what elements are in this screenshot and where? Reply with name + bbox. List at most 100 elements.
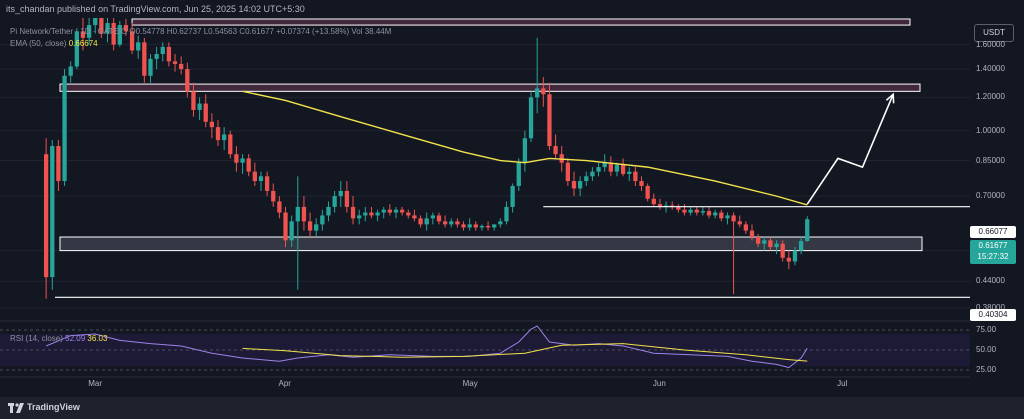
candle [467,218,472,231]
candle [620,158,626,177]
ema-line [242,90,808,206]
rsi-label: RSI (14, close) [10,334,63,343]
candle [240,154,245,174]
projection-arrow-head [885,92,895,104]
candle-body [68,66,73,76]
zone-support [59,236,923,252]
publisher-text: its_chandan published on TradingView.com… [6,4,305,14]
candle-body [725,215,730,219]
candle-body [553,146,558,155]
candle [633,167,638,186]
candle [713,209,718,219]
candle-body [516,162,521,186]
candle [221,127,227,151]
candle-body [375,212,380,216]
candle-body [780,243,785,258]
candle-body [768,240,773,248]
rsi-ma-value: 36.03 [87,334,108,343]
candle [160,42,165,62]
candle-body [424,218,429,225]
candle-body [332,196,337,207]
candle-body [363,212,368,216]
zone-resistance [59,83,921,92]
candle [289,215,294,248]
candle-body [762,240,767,244]
price-chart[interactable] [0,18,1024,397]
candle-body [154,54,159,59]
candle-body [719,212,724,219]
projection-arrow [806,93,894,205]
symbol-legend: Pi Network/Tether · 1D · GATEIO O0.54778… [10,27,391,36]
candle [418,215,423,228]
tradingview-logo-icon [8,403,24,413]
candle-body [645,185,650,199]
candle-body [743,224,749,231]
candle [74,28,79,70]
candle-body [694,209,699,213]
rsi-band [0,334,970,366]
candle [123,18,129,36]
candle [363,206,368,222]
quote-currency-button[interactable]: USDT [974,24,1014,42]
candle [320,209,325,231]
candle-body [676,206,681,210]
rsi-ma-line [242,343,808,362]
current-price: 0.61677 [978,241,1008,250]
candle [191,82,196,117]
candle [295,176,300,290]
candle [485,221,491,231]
candle-body [160,46,165,55]
candle-body [485,225,491,228]
candle-body [492,224,497,228]
candle-body [307,221,313,231]
candle [577,176,583,197]
candle-body [301,206,307,222]
ema-legend: EMA (50, close) 0.66674 [10,39,98,48]
candle-body [50,146,55,278]
candle-body [129,31,135,51]
candle [185,62,190,98]
candle-body [56,146,61,182]
candle [743,221,749,234]
candle [326,201,331,222]
candle-body [706,211,712,216]
price-axis-label: 1.00000 [976,125,1005,135]
candle-body [565,162,571,182]
candle-body [608,162,613,172]
candle-body [136,42,141,51]
candle [62,69,67,186]
candle [277,196,282,219]
candle-body [473,224,478,228]
candle-body [369,212,374,216]
candle [154,46,159,70]
candle [725,212,730,225]
candle-body [399,209,405,213]
candle-body [418,218,423,225]
candle [56,140,61,191]
candle [381,206,386,219]
ema-value: 0.66674 [68,39,98,48]
candle-body [406,212,411,216]
candle-body [228,134,233,155]
candle [657,198,663,210]
candle [271,183,276,207]
candle [639,176,644,191]
candle [608,156,613,177]
candle [129,23,135,55]
candle-body [246,158,251,172]
candle [547,82,552,151]
candle [749,224,755,241]
candle [700,206,706,216]
candle-body [185,69,190,92]
candle-body [713,212,718,216]
candle-body [326,206,331,216]
candle [424,212,429,231]
candle [535,37,540,114]
candle-body [455,221,460,225]
candle-body [731,215,736,222]
candle-body [442,221,448,225]
candle-body [577,181,583,189]
candle [209,113,215,139]
candle [387,204,393,216]
candle-body [80,31,86,38]
